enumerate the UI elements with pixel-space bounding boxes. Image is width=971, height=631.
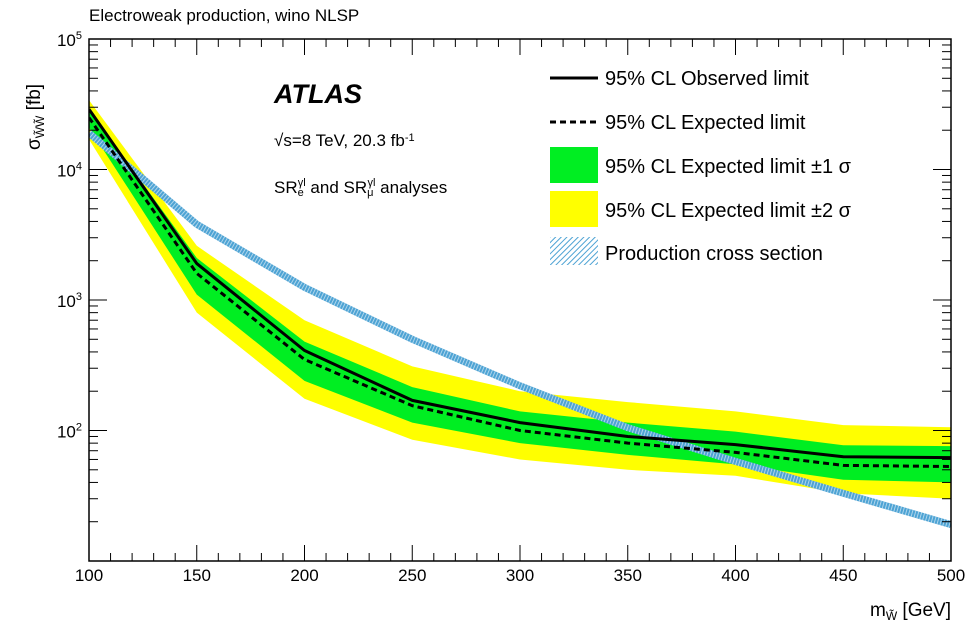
y-tick-label: 103 — [57, 291, 82, 311]
sqrt-symbol: √ — [274, 131, 284, 150]
x-tick-label: 400 — [721, 566, 749, 585]
x-tick-label: 100 — [75, 566, 103, 585]
legend: 95% CL Observed limit 95% CL Expected li… — [550, 68, 852, 265]
legend-band1-label: 95% CL Expected limit ±1 σ — [605, 156, 852, 178]
legend-expected-label: 95% CL Expected limit — [605, 112, 806, 134]
legend-band2-swatch — [550, 191, 598, 227]
sr1-base: SR — [274, 178, 298, 197]
y-tick-exp: 3 — [76, 291, 82, 303]
sr-suffix: analyses — [375, 178, 447, 197]
y-axis-base: σ — [24, 138, 45, 150]
x-tick-label: 350 — [614, 566, 642, 585]
x-tick-label: 200 — [290, 566, 318, 585]
y-tick-exp: 5 — [76, 30, 82, 42]
y-tick-base: 10 — [57, 292, 76, 311]
y-tick-base: 10 — [57, 31, 76, 50]
x-tick-label: 150 — [183, 566, 211, 585]
energy-sup: -1 — [405, 132, 415, 144]
sr1-sub: e — [298, 187, 304, 199]
legend-xsec-label: Production cross section — [605, 243, 823, 265]
sr1-sup: γl — [298, 177, 306, 189]
y-tick-label: 104 — [57, 161, 82, 181]
y-axis-title: σW̃W̃ [fb] — [24, 84, 47, 150]
chart-title: Electroweak production, wino NLSP — [89, 6, 359, 25]
y-tick-label: 102 — [57, 422, 82, 442]
analyses-label: SReγl and SRμγl analyses — [274, 177, 447, 199]
sr2-sup: γl — [367, 177, 375, 189]
expected-limit-line — [89, 116, 951, 468]
x-tick-label: 450 — [829, 566, 857, 585]
x-axis-base: m — [870, 600, 886, 621]
sr2-sub: μ — [367, 187, 373, 199]
xsec-band — [89, 130, 951, 528]
legend-band2-label: 95% CL Expected limit ±2 σ — [605, 200, 852, 222]
legend-xsec-swatch — [550, 237, 598, 265]
y-axis-unit: [fb] — [24, 84, 45, 116]
y-tick-label: 105 — [57, 30, 82, 50]
observed-limit-line — [89, 108, 951, 460]
energy-label: √s=8 TeV, 20.3 fb-1 — [274, 131, 415, 150]
x-axis-title: mW̃ [GeV] — [870, 600, 951, 623]
y-tick-exp: 2 — [76, 422, 82, 434]
y-axis-sub: W̃W̃ — [32, 115, 47, 138]
x-tick-label: 300 — [506, 566, 534, 585]
sr-and: and SR — [306, 178, 367, 197]
atlas-label: ATLAS — [273, 79, 362, 109]
energy-text: s=8 TeV, 20.3 fb — [283, 131, 404, 150]
y-tick-exp: 4 — [76, 161, 82, 173]
y-tick-base: 10 — [57, 423, 76, 442]
x-axis-sub: W̃ — [886, 608, 898, 623]
x-axis-unit: [GeV] — [897, 600, 951, 621]
x-tick-label: 500 — [937, 566, 965, 585]
legend-band1-swatch — [550, 147, 598, 183]
x-tick-label: 250 — [398, 566, 426, 585]
legend-observed-label: 95% CL Observed limit — [605, 68, 809, 90]
y-tick-base: 10 — [57, 162, 76, 181]
